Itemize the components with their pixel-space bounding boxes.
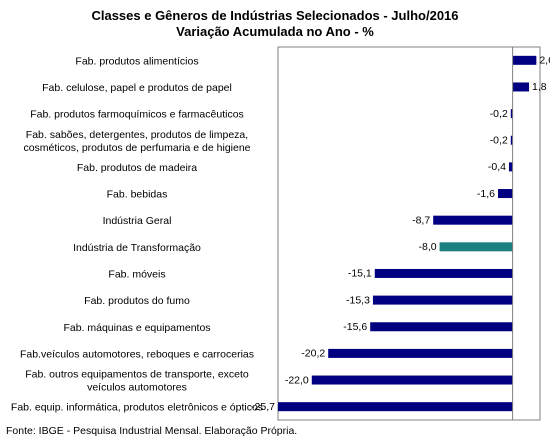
bar — [374, 268, 513, 278]
category-label: Fab. equip. informática, produtos eletrô… — [11, 402, 263, 414]
category-label: Fab. produtos do fumo — [84, 295, 190, 307]
bar — [512, 55, 537, 65]
chart-title-block: Classes e Gêneros de Indústrias Selecion… — [0, 8, 550, 40]
category-label: Fab.veículos automotores, reboques e car… — [20, 348, 254, 360]
plot-frame — [277, 46, 541, 421]
data-label: -0,4 — [488, 161, 506, 173]
data-label: -15,3 — [346, 294, 370, 306]
data-label: -1,6 — [477, 188, 495, 200]
category-label: Fab. celulose, papel e produtos de papel — [42, 82, 232, 94]
data-label: -8,7 — [412, 214, 430, 226]
category-label: Fab. móveis — [108, 268, 165, 280]
data-label: -15,6 — [343, 321, 367, 333]
data-label: -0,2 — [490, 108, 508, 120]
chart-title: Classes e Gêneros de Indústrias Selecion… — [91, 8, 459, 23]
bar — [510, 109, 513, 119]
bar — [508, 162, 513, 172]
bar — [311, 375, 513, 385]
category-label: Fab. outros equipamentos de transporte, … — [25, 369, 249, 394]
bar — [512, 82, 530, 92]
data-label: -8,0 — [418, 241, 436, 253]
source-note: Fonte: IBGE - Pesquisa Industrial Mensal… — [6, 425, 298, 437]
category-label: Fab. sabões, detergentes, produtos de li… — [23, 129, 250, 154]
category-label: Fab. produtos de madeira — [77, 162, 197, 174]
bar — [510, 135, 513, 145]
category-label: Fab. produtos alimentícios — [75, 55, 198, 67]
data-label: -0,2 — [490, 135, 508, 147]
bar — [433, 215, 513, 225]
category-label: Fab. bebidas — [107, 189, 168, 201]
chart-subtitle: Variação Acumulada no Ano - % — [176, 24, 374, 39]
data-label: 1,8 — [532, 81, 547, 93]
data-label: 2,6 — [539, 55, 550, 67]
bar — [372, 295, 513, 305]
bar — [439, 242, 513, 252]
data-label: -22,0 — [285, 374, 309, 386]
data-label: -20,2 — [301, 348, 325, 360]
bar — [498, 189, 513, 199]
category-label: Indústria de Transformação — [73, 242, 201, 254]
category-label: Fab. máquinas e equipamentos — [63, 322, 210, 334]
bar — [328, 348, 513, 358]
bar — [370, 322, 513, 332]
bar — [278, 402, 513, 412]
category-label: Fab. produtos farmoquímicos e farmacêuti… — [30, 109, 244, 121]
category-label: Indústria Geral — [103, 215, 172, 227]
data-label: -25,7 — [251, 401, 275, 413]
data-label: -15,1 — [348, 268, 372, 280]
